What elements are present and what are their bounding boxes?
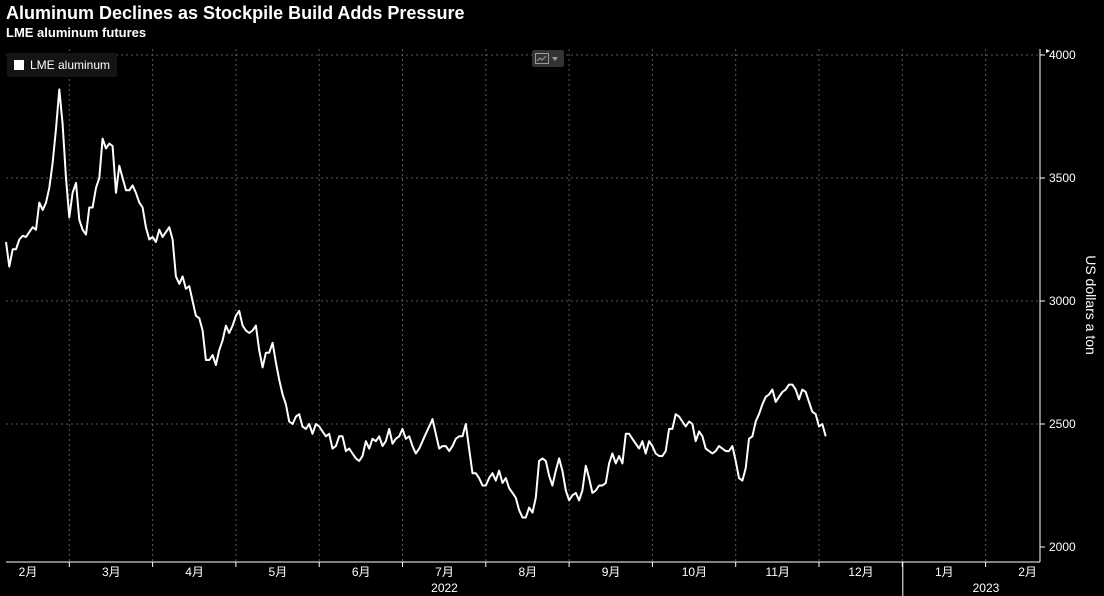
x-tick-label: 12月 bbox=[848, 565, 873, 579]
x-tick-label: 3月 bbox=[102, 565, 121, 579]
y-tick-label: 2500 bbox=[1049, 417, 1076, 431]
chart-subtitle: LME aluminum futures bbox=[6, 25, 147, 40]
x-tick-label: 6月 bbox=[352, 565, 371, 579]
y-tick-label: 3000 bbox=[1049, 294, 1076, 308]
x-tick-label: 5月 bbox=[269, 565, 288, 579]
line-chart-icon bbox=[535, 53, 549, 64]
x-tick-label: 7月 bbox=[435, 565, 454, 579]
x-tick-label: 2月 bbox=[19, 565, 38, 579]
x-tick-label: 2月 bbox=[1018, 565, 1037, 579]
y-axis-marker bbox=[1046, 49, 1050, 53]
y-tick-label: 2000 bbox=[1049, 540, 1076, 554]
y-axis: 2000 2500 3000 3500 4000 bbox=[1039, 48, 1076, 562]
y-axis-title: US dollars a ton bbox=[1083, 255, 1099, 355]
series-layer bbox=[5, 88, 827, 519]
x-axis: 2月 3月 4月 5月 6月 7月 8月 9月 10月 11月 12月 1月 2月 2022 2023 bbox=[6, 561, 1040, 596]
x-year-label: 2022 bbox=[431, 581, 458, 595]
x-year-label: 2023 bbox=[973, 581, 1000, 595]
legend-label: LME aluminum bbox=[30, 58, 111, 72]
x-tick-label: 4月 bbox=[185, 565, 204, 579]
y-tick-label: 4000 bbox=[1049, 48, 1076, 62]
x-tick-label: 9月 bbox=[602, 565, 621, 579]
x-tick-label: 11月 bbox=[765, 565, 789, 579]
x-tick-label: 1月 bbox=[935, 565, 954, 579]
chart-title: Aluminum Declines as Stockpile Build Add… bbox=[6, 3, 465, 23]
x-tick-label: 10月 bbox=[682, 565, 707, 579]
legend[interactable]: LME aluminum bbox=[7, 53, 118, 77]
x-tick-label: 8月 bbox=[518, 565, 537, 579]
chevron-down-icon bbox=[552, 56, 558, 61]
chart-type-control[interactable] bbox=[532, 50, 564, 67]
grid-lines bbox=[6, 49, 1040, 562]
y-tick-label: 3500 bbox=[1049, 171, 1076, 185]
series-line-lme-aluminum bbox=[5, 88, 827, 519]
legend-swatch bbox=[14, 60, 24, 70]
